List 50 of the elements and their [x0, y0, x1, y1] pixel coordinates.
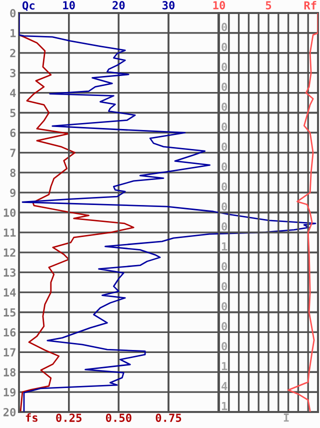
- annotation: 0: [222, 62, 228, 72]
- x2-tick-label: 20: [112, 1, 125, 10]
- annotation: 0: [222, 202, 228, 211]
- annotation: 0: [222, 262, 228, 271]
- y-tick-label: 17: [4, 348, 16, 356]
- annotation: 0: [222, 302, 228, 310]
- annotation: 0: [222, 222, 228, 231]
- x-tick-label: 0.50: [106, 414, 132, 422]
- annotation: 0: [222, 322, 228, 330]
- y-tick-label: 5: [10, 108, 16, 118]
- y-tick-label: 7: [10, 148, 16, 157]
- x-tick-label: 0.75: [156, 414, 182, 422]
- y-tick-label: 6: [10, 128, 16, 138]
- x-axis-title: fs: [26, 413, 38, 422]
- annotation: 0: [222, 282, 228, 291]
- y-tick-label: 16: [4, 328, 16, 337]
- y-tick-label: 12: [4, 248, 16, 257]
- y-tick-label: 9: [10, 188, 16, 197]
- annotation: 0: [222, 102, 228, 111]
- y-tick-label: 13: [4, 268, 16, 277]
- annotation: 0: [222, 342, 228, 350]
- annotation: 0: [222, 122, 228, 131]
- annotation: 1: [222, 242, 228, 250]
- y-tick-label: 18: [4, 368, 16, 376]
- annotation: 0: [222, 162, 228, 171]
- y-tick-label: 8: [10, 168, 16, 177]
- y-tick-label: 20: [3, 408, 16, 416]
- annotation: 4: [222, 382, 228, 390]
- annotation: 0: [222, 142, 228, 151]
- y-tick-label: 3: [10, 68, 16, 78]
- x2-axis-title: Qc: [22, 1, 34, 12]
- y-tick-label: 14: [4, 288, 16, 297]
- annotation: 0: [222, 22, 228, 32]
- y-tick-label: 10: [4, 208, 16, 217]
- y-tick-label: 1: [10, 29, 16, 38]
- text: I: [284, 414, 289, 422]
- x-axis-title: Rf: [304, 1, 316, 10]
- annotation: 0: [222, 82, 228, 92]
- annotation: 0: [222, 42, 228, 52]
- x2-tick-label: 30: [162, 1, 175, 10]
- x-tick-label: 0.25: [56, 414, 82, 422]
- y-tick-label: 11: [4, 228, 16, 237]
- annotation: 1: [222, 362, 228, 370]
- y-tick-label: 15: [4, 308, 16, 317]
- annotation: 1: [222, 402, 228, 410]
- y-tick-label: 4: [10, 88, 16, 98]
- y-tick-label: 2: [10, 48, 16, 58]
- y-tick-label: 19: [4, 388, 16, 396]
- y-tick-label: 0: [10, 8, 16, 18]
- annotation: 0: [222, 182, 228, 191]
